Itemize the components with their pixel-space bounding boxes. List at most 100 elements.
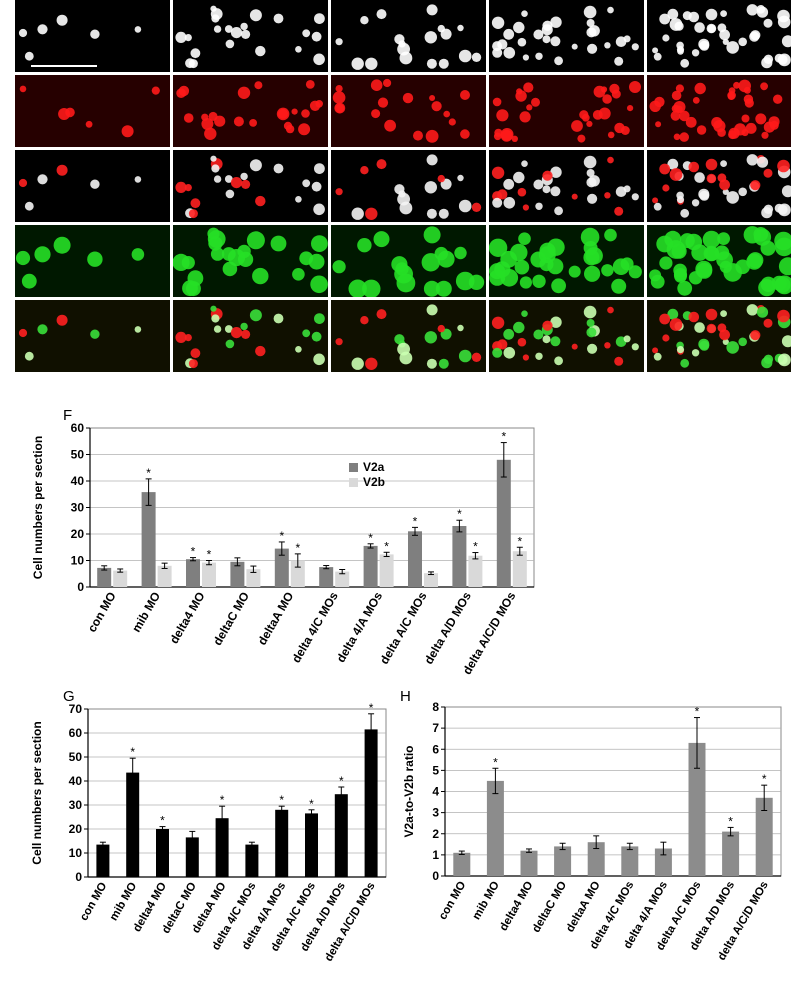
error-bar xyxy=(694,717,700,769)
micrograph-a-3 xyxy=(331,0,486,72)
y-tick-label: 20 xyxy=(69,822,83,836)
micrograph-image xyxy=(647,75,791,147)
y-tick-label: 30 xyxy=(71,501,85,515)
legend-swatch xyxy=(349,478,358,487)
error-bar xyxy=(626,842,633,851)
y-tick-label: 10 xyxy=(71,554,85,568)
micrograph-image xyxy=(173,75,328,147)
micrograph-b-3 xyxy=(331,75,486,147)
bar xyxy=(688,742,706,876)
x-tick-label: deltaC MO xyxy=(530,879,569,934)
x-tick-label: mib MO xyxy=(129,590,163,635)
y-tick-label: 10 xyxy=(69,846,83,860)
micrograph-image xyxy=(331,300,486,372)
y-axis-label: Cell numbers per section xyxy=(31,436,45,579)
error-bar xyxy=(456,519,463,533)
micrograph-image xyxy=(173,0,328,72)
error-bar xyxy=(145,478,152,506)
error-bar xyxy=(294,553,301,568)
error-bar xyxy=(492,767,499,795)
bar xyxy=(486,780,504,876)
micrograph-image xyxy=(647,150,791,222)
micrograph-image xyxy=(173,150,328,222)
error-bar xyxy=(368,713,375,746)
bar xyxy=(97,567,112,587)
error-bar xyxy=(559,842,566,851)
error-bar xyxy=(338,786,345,802)
y-tick-label: 40 xyxy=(69,774,83,788)
error-bar xyxy=(526,848,532,853)
bar xyxy=(496,459,511,587)
y-tick-label: 0 xyxy=(77,580,84,594)
error-bar xyxy=(278,805,285,814)
significance-marker: * xyxy=(191,545,196,559)
bar xyxy=(654,848,672,876)
micrograph-image xyxy=(331,75,486,147)
bar xyxy=(468,555,483,587)
bar xyxy=(274,548,289,587)
micrograph-image xyxy=(647,300,791,372)
x-tick-label: mib MO xyxy=(108,880,140,923)
bar xyxy=(379,554,394,587)
micrograph-image xyxy=(173,300,328,372)
error-bar xyxy=(383,551,390,558)
x-tick-label: mib MO xyxy=(471,879,503,922)
error-bar xyxy=(412,526,418,536)
micrograph-e-3 xyxy=(331,300,486,372)
y-tick-label: 60 xyxy=(69,726,83,740)
legend-swatch xyxy=(349,463,358,472)
panel-letter-h: H xyxy=(400,688,411,705)
micrograph-a-5 xyxy=(647,0,791,72)
significance-marker: * xyxy=(413,514,418,528)
micrograph-d-1 xyxy=(15,225,170,297)
x-tick-label: delta A/C MOs xyxy=(377,589,430,666)
x-tick-label: con MO xyxy=(85,590,119,635)
y-tick-label: 70 xyxy=(69,702,83,716)
y-tick-label: 30 xyxy=(69,798,83,812)
error-bar xyxy=(472,552,479,560)
bar xyxy=(126,772,140,877)
significance-marker: * xyxy=(160,814,165,828)
significance-marker: * xyxy=(309,797,314,811)
significance-marker: * xyxy=(220,793,225,807)
y-tick-label: 50 xyxy=(69,750,83,764)
significance-marker: * xyxy=(339,774,344,788)
chart-g: G 0 10 20 30 40 50 60 70 Cell numbers per section… xyxy=(0,683,400,993)
micrograph-b-2 xyxy=(173,75,328,147)
x-tick-label: delta4 MO xyxy=(167,590,208,647)
significance-marker: * xyxy=(728,814,733,828)
chart-f: F 0 10 20 30 40 50 60 Cell numbers per section * *… xyxy=(0,400,791,680)
micrograph-image xyxy=(331,0,486,72)
micrograph-image xyxy=(15,150,170,222)
significance-marker: * xyxy=(493,755,498,769)
significance-marker: * xyxy=(369,701,374,715)
bar xyxy=(185,837,199,877)
x-tick-label: con MO xyxy=(78,880,110,923)
significance-marker: * xyxy=(517,534,522,548)
micrograph-c-3 xyxy=(331,150,486,222)
bar xyxy=(334,794,348,877)
x-tick-label: deltaC MO xyxy=(210,590,252,648)
micrograph-d-5 xyxy=(647,225,791,297)
error-bar xyxy=(248,841,255,848)
bar xyxy=(408,531,422,587)
micrograph-d-4 xyxy=(489,225,644,297)
chart-h: H 0 1 2 3 4 5 6 7 8 V2a-to-V2b ratio * * * * con MO mib … xyxy=(400,683,791,993)
error-bar xyxy=(500,442,507,478)
y-tick-label: 6 xyxy=(432,742,439,756)
significance-marker: * xyxy=(207,548,212,562)
scale-bar xyxy=(31,65,97,67)
error-bar xyxy=(660,841,667,856)
error-bar xyxy=(234,557,241,567)
error-bar xyxy=(308,809,315,818)
bar xyxy=(141,492,156,587)
y-tick-label: 3 xyxy=(432,806,439,820)
micrograph-image xyxy=(489,75,644,147)
error-bar xyxy=(161,562,168,569)
error-bar xyxy=(727,826,734,837)
micrograph-e-4 xyxy=(489,300,644,372)
bar xyxy=(512,551,527,587)
legend-label: V2a xyxy=(363,460,385,474)
bar xyxy=(113,570,128,587)
bar xyxy=(290,560,305,587)
